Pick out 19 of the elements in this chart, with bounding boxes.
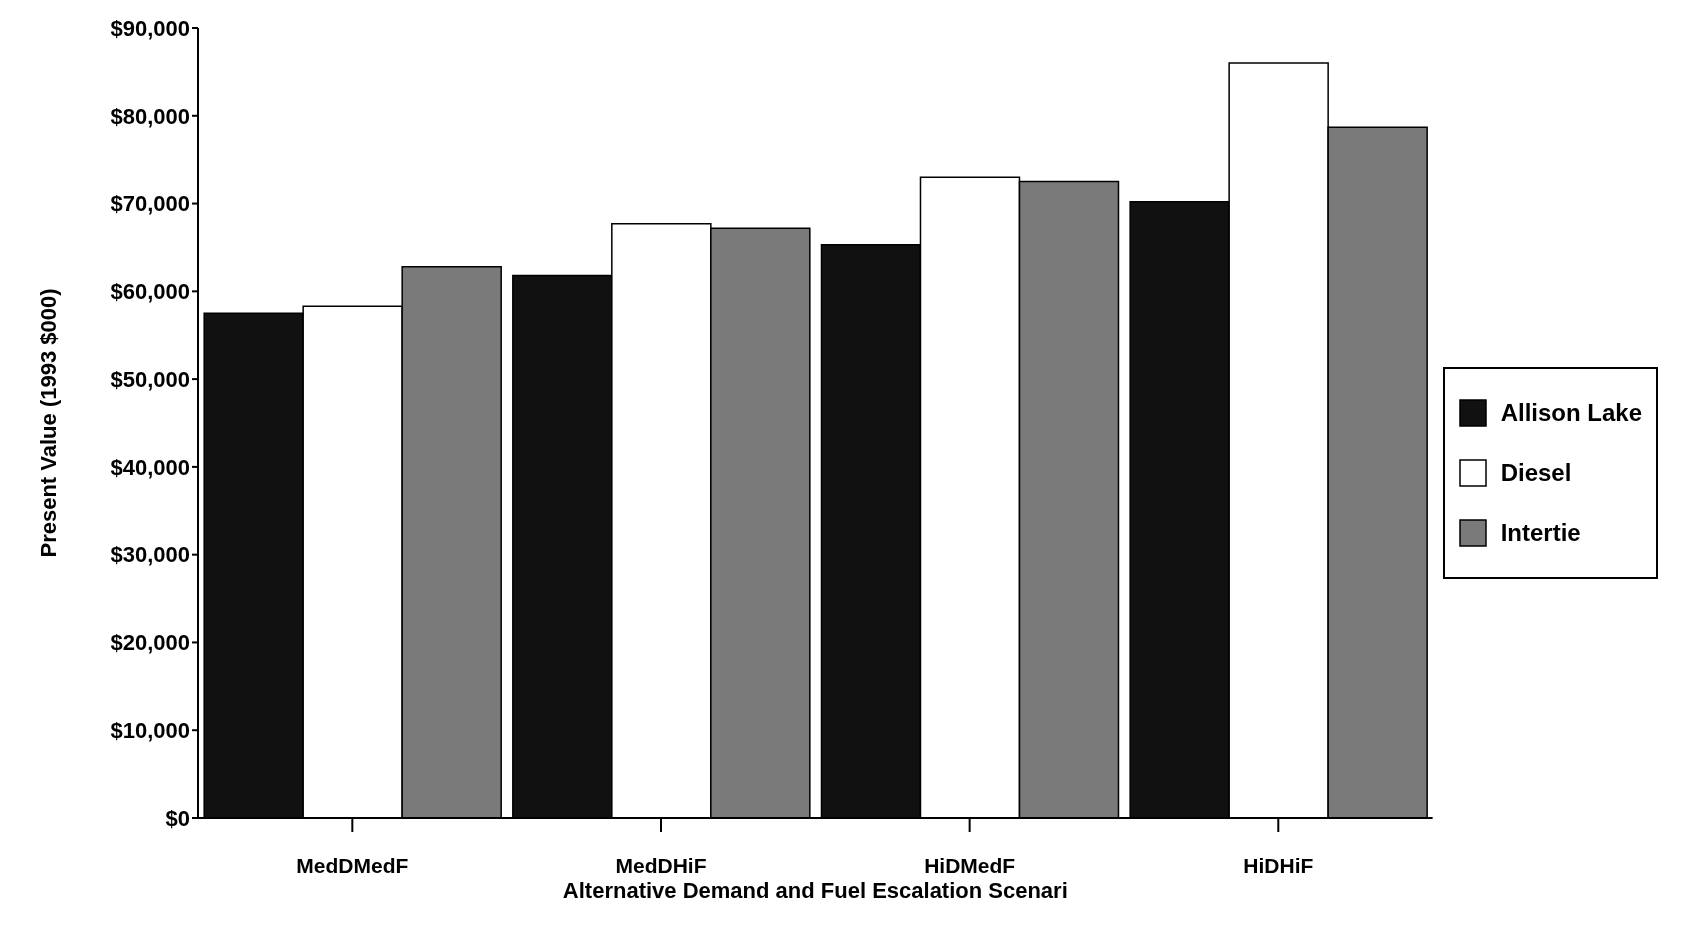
legend-label: Allison Lake <box>1500 399 1642 427</box>
y-tick-label: $40,000 <box>110 454 190 480</box>
x-tick-label: HiDMedF <box>924 853 1016 877</box>
y-tick-label: $30,000 <box>110 542 190 568</box>
legend-label: Diesel <box>1500 459 1572 487</box>
legend-label: Intertie <box>1500 519 1581 547</box>
y-tick-label: $0 <box>165 805 190 831</box>
x-tick-label: MedDHiF <box>615 853 707 877</box>
y-tick-label: $60,000 <box>110 279 190 305</box>
y-tick-label: $70,000 <box>110 191 190 217</box>
y-tick-label: $20,000 <box>110 630 190 656</box>
y-tick-label: $80,000 <box>110 103 190 129</box>
y-tick-label: $10,000 <box>110 718 190 744</box>
x-axis-title: Alternative Demand and Fuel Escalation Scenari <box>562 878 1068 903</box>
y-tick-label: $90,000 <box>110 15 190 41</box>
y-tick-label: $50,000 <box>110 366 190 392</box>
x-tick-label: MedDMedF <box>296 853 409 877</box>
x-tick-label: HiDHiF <box>1243 853 1314 877</box>
y-axis-title: Present Value (1993 $000) <box>35 288 61 558</box>
